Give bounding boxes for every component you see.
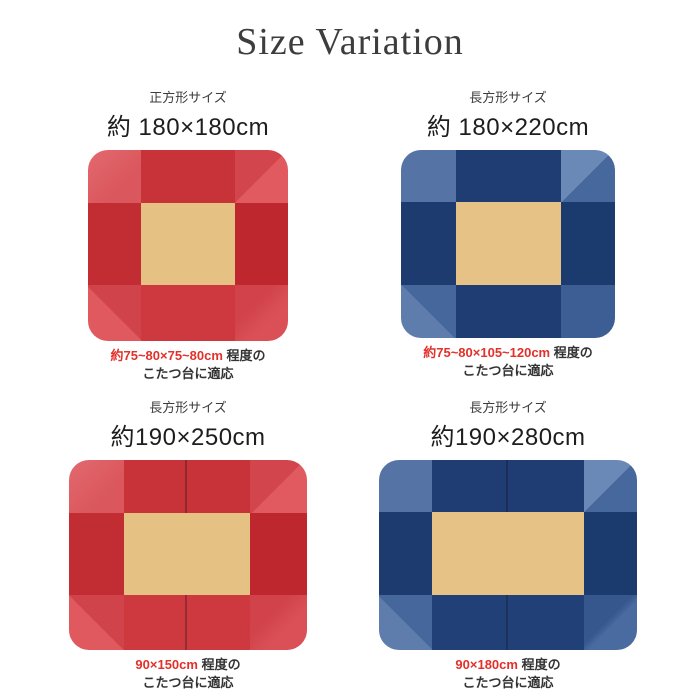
- rug-patch: [250, 459, 307, 513]
- rug-patch: [561, 149, 615, 202]
- rug-patch: [141, 149, 235, 203]
- caption-text: 程度の: [197, 656, 241, 672]
- caption-line2: こたつ台に適応: [142, 366, 234, 382]
- size-type-label: 長方形サイズ: [469, 90, 547, 105]
- rug-patch: [456, 149, 561, 202]
- rug-patch: [561, 284, 615, 338]
- size-variation-rect-190x280: 長方形サイズ 約190×280cm 90×180cm 程度の こたつ台に適応: [346, 400, 670, 693]
- rug-patch: [379, 459, 432, 512]
- rug-patch: [561, 201, 615, 285]
- suitable-size-caption: 約75~80×75~80cm 程度の こたつ台に適応: [26, 347, 350, 385]
- rug-patch: [88, 149, 141, 203]
- rug-patch: [69, 512, 124, 595]
- size-variation-rect-180x220: 長方形サイズ 約 180×220cm 約75~80×105~120cm 程度の …: [346, 90, 670, 381]
- rug-image-180x220: [401, 149, 615, 338]
- caption-text: 程度の: [550, 344, 593, 360]
- suitable-size-caption: 90×150cm 程度の こたつ台に適応: [26, 656, 350, 694]
- rug-patch: [432, 459, 508, 512]
- rug-patch: [124, 459, 187, 513]
- rug-image-190x250: [69, 459, 307, 650]
- rug-patch: [508, 594, 584, 650]
- caption-highlight: 約75~80×105~120cm: [423, 344, 551, 360]
- caption-line2: こたつ台に適応: [462, 363, 554, 379]
- rug-patch: [456, 284, 561, 338]
- size-value-label: 約 180×180cm: [106, 113, 270, 141]
- kotatsu-table-area: [124, 512, 250, 595]
- rug-patch: [401, 284, 456, 338]
- kotatsu-table-area: [432, 511, 584, 595]
- rug-patch: [584, 594, 637, 650]
- rug-patch: [187, 594, 250, 650]
- caption-highlight: 90×150cm: [135, 656, 198, 672]
- rug-patch: [88, 202, 141, 285]
- rug-patch: [69, 594, 124, 650]
- kotatsu-table-area: [141, 202, 235, 285]
- rug-patch: [432, 594, 508, 650]
- rug-patch: [124, 594, 187, 650]
- size-value-label: 約 180×220cm: [426, 113, 590, 141]
- rug-image-190x280: [379, 459, 637, 650]
- rug-patch: [508, 459, 584, 512]
- rug-patch: [235, 202, 288, 285]
- rug-patch: [584, 459, 637, 512]
- rug-image-180x180: [88, 149, 288, 341]
- caption-line2: こたつ台に適応: [142, 675, 234, 691]
- size-type-label: 長方形サイズ: [469, 400, 547, 415]
- suitable-size-caption: 90×180cm 程度の こたつ台に適応: [346, 656, 670, 694]
- size-value-label: 約190×280cm: [430, 423, 586, 451]
- rug-patch: [250, 594, 307, 650]
- size-type-label: 正方形サイズ: [149, 90, 227, 105]
- size-variation-square-180x180: 正方形サイズ 約 180×180cm 約75~80×75~80cm 程度の こた…: [26, 90, 350, 384]
- caption-highlight: 90×180cm: [455, 656, 518, 672]
- size-value-label: 約190×250cm: [110, 423, 266, 451]
- rug-patch: [69, 459, 124, 513]
- rug-patch: [187, 459, 250, 513]
- rug-patch: [235, 284, 288, 341]
- kotatsu-table-area: [456, 201, 561, 285]
- page-title: Size Variation: [236, 21, 464, 63]
- rug-patch: [379, 594, 432, 650]
- caption-text: 程度の: [222, 347, 266, 363]
- rug-patch: [379, 511, 432, 595]
- caption-highlight: 約75~80×75~80cm: [110, 347, 223, 363]
- rug-patch: [250, 512, 307, 595]
- rug-patch: [235, 149, 288, 203]
- rug-patch: [88, 284, 141, 341]
- rug-patch: [401, 149, 456, 202]
- suitable-size-caption: 約75~80×105~120cm 程度の こたつ台に適応: [346, 344, 670, 382]
- rug-patch: [141, 284, 235, 341]
- caption-text: 程度の: [517, 656, 561, 672]
- size-type-label: 長方形サイズ: [149, 400, 227, 415]
- rug-patch: [401, 201, 456, 285]
- rug-patch: [584, 511, 637, 595]
- size-variation-rect-190x250: 長方形サイズ 約190×250cm 90×150cm 程度の こたつ台に適応: [26, 400, 350, 693]
- caption-line2: こたつ台に適応: [462, 675, 554, 691]
